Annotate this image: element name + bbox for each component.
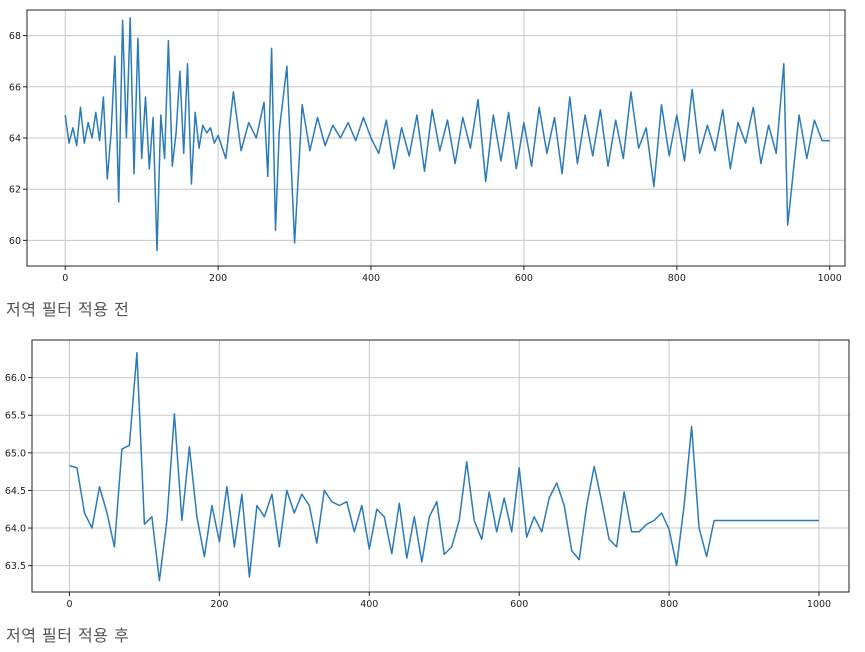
x-tick-label: 800 (660, 599, 678, 610)
y-tick-label: 62 (9, 185, 21, 196)
x-tick-label: 400 (360, 599, 378, 610)
y-tick-label: 65.5 (5, 411, 26, 422)
y-tick-label: 66 (9, 82, 21, 93)
x-tick-label: 200 (209, 273, 227, 284)
caption-after-filter: 저역 필터 적용 후 (6, 626, 130, 645)
y-tick-label: 64.0 (5, 524, 26, 535)
y-tick-label: 65.0 (5, 448, 26, 459)
y-tick-label: 66.0 (5, 373, 26, 384)
series-line (64, 16, 830, 252)
x-tick-label: 1000 (807, 599, 831, 610)
x-tick-label: 1000 (818, 273, 842, 284)
x-tick-label: 600 (515, 273, 533, 284)
y-tick-label: 64.5 (5, 486, 26, 497)
plot-frame (31, 339, 850, 593)
x-tick-label: 800 (668, 273, 686, 284)
y-tick-label: 60 (9, 236, 21, 247)
series-line (69, 352, 819, 582)
y-tick-label: 64 (9, 134, 21, 145)
x-tick-label: 200 (210, 599, 228, 610)
y-tick-label: 68 (9, 31, 21, 42)
x-tick-label: 600 (510, 599, 528, 610)
plot-frame (26, 9, 846, 267)
plot-area: 0 200 400 600 800 1000 63.5 64.0 64.5 65.0 65.5 66.… (5, 339, 850, 610)
x-tick-label: 400 (362, 273, 380, 284)
chart-before-filter: 0 200 400 600 800 1000 60 62 64 66 68 (9, 9, 846, 284)
x-tick-label: 0 (62, 273, 68, 284)
chart-after-filter: 0 200 400 600 800 1000 63.5 64.0 64.5 65.0 65.5 66.… (5, 339, 850, 610)
plot-area: 0 200 400 600 800 1000 60 62 64 66 68 (9, 9, 846, 284)
x-tick-label: 0 (66, 599, 72, 610)
y-tick-label: 63.5 (5, 561, 26, 572)
caption-before-filter: 저역 필터 적용 전 (6, 300, 130, 319)
